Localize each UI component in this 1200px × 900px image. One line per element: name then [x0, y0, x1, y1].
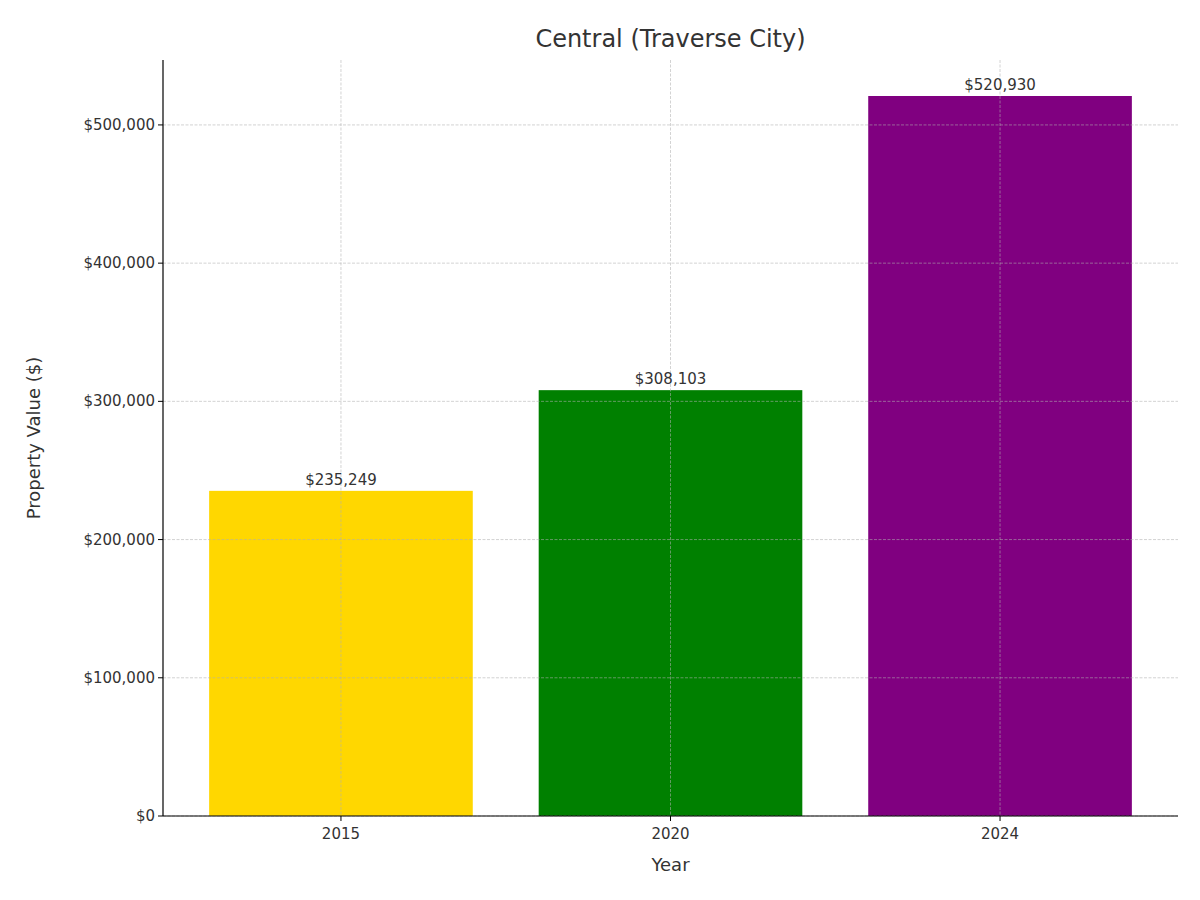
- y-tick-label: $500,000: [83, 116, 155, 134]
- grid-line-x: [670, 60, 671, 816]
- y-tick: [158, 677, 163, 678]
- grid-line-x: [340, 60, 341, 816]
- y-tick-label: $300,000: [83, 392, 155, 410]
- data-label: $520,930: [964, 76, 1036, 94]
- y-tick: [158, 263, 163, 264]
- background: [0, 0, 1200, 900]
- y-tick-label: $100,000: [83, 669, 155, 687]
- x-tick: [340, 816, 341, 821]
- chart-svg: $0 $100,000 $200,000 $300,000 $400,000 $500,0…: [0, 0, 1200, 900]
- y-tick-label: $0: [136, 807, 155, 825]
- data-label: $308,103: [635, 370, 707, 388]
- data-label: $235,249: [305, 471, 377, 489]
- y-tick: [158, 539, 163, 540]
- y-axis-label: Property Value ($): [23, 357, 44, 520]
- chart-container: $0 $100,000 $200,000 $300,000 $400,000 $500,0…: [0, 0, 1200, 900]
- x-tick: [670, 816, 671, 821]
- y-axis-line: [162, 60, 163, 816]
- grid-line-x: [1000, 60, 1001, 816]
- x-tick-label: 2024: [981, 825, 1019, 843]
- grid: [163, 60, 1178, 816]
- title: Central (Traverse City): [535, 25, 805, 53]
- y-tick: [158, 401, 163, 402]
- grid-line-y: [163, 401, 1178, 402]
- y-tick-label: $200,000: [83, 531, 155, 549]
- y-tick: [158, 816, 163, 817]
- x-axis-label: Year: [650, 854, 690, 875]
- y-tick-label: $400,000: [83, 254, 155, 272]
- y-tick: [158, 124, 163, 125]
- x-tick: [1000, 816, 1001, 821]
- x-tick-label: 2020: [651, 825, 689, 843]
- x-tick-label: 2015: [322, 825, 360, 843]
